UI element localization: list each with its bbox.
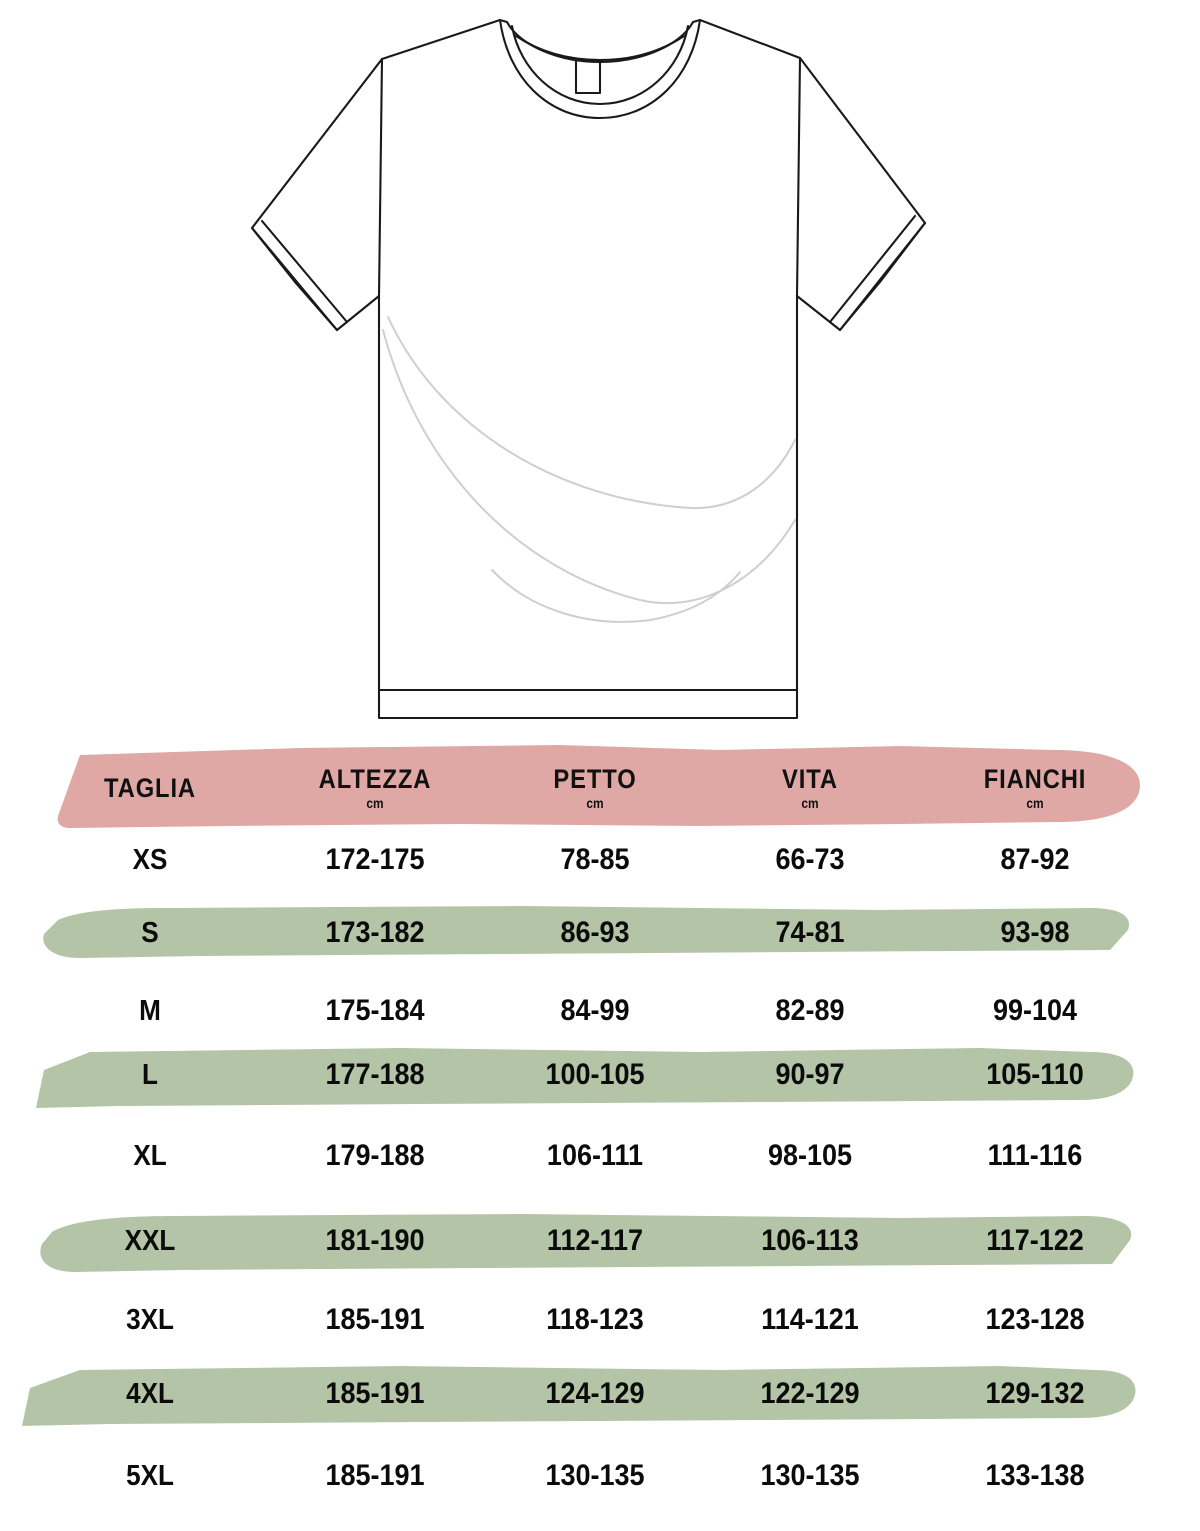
neck-label-tag: [574, 58, 602, 95]
cell-vita: 66-73: [775, 843, 845, 876]
cell-fianchi: 129-132: [985, 1377, 1085, 1410]
cell-fianchi: 111-116: [987, 1139, 1083, 1172]
column-header-altezza: ALTEZZA cm: [318, 763, 432, 811]
tshirt-illustration: [0, 0, 1200, 740]
cell-altezza: 181-190: [325, 1224, 425, 1257]
cell-fianchi: 105-110: [986, 1058, 1084, 1091]
right-sleeve-cuff-inner: [828, 214, 917, 324]
cell-altezza: 185-191: [325, 1303, 425, 1336]
cell-altezza: 173-182: [325, 916, 425, 949]
cell-petto: 100-105: [545, 1058, 645, 1091]
cell-petto: 124-129: [545, 1377, 645, 1410]
cell-taglia: XS: [132, 844, 168, 876]
cell-altezza: 175-184: [325, 994, 425, 1027]
cell-vita: 122-129: [760, 1377, 860, 1410]
left-sleeve-cuff-inner: [260, 219, 349, 324]
size-chart-table: TAGLIA ALTEZZA cm PETTO cm VITA cm FIANC…: [0, 740, 1200, 1531]
cell-altezza: 185-191: [325, 1459, 425, 1492]
cell-taglia: M: [139, 995, 161, 1027]
table-row[interactable]: 3XL 185-191 118-123 114-121 123-128: [0, 1290, 1200, 1350]
cell-altezza: 177-188: [325, 1058, 425, 1091]
cell-petto: 112-117: [546, 1224, 644, 1257]
table-header-row: TAGLIA ALTEZZA cm PETTO cm VITA cm FIANC…: [0, 740, 1200, 835]
left-armhole-seam: [377, 57, 384, 298]
table-row[interactable]: XS 172-175 78-85 66-73 87-92: [0, 830, 1200, 890]
cell-vita: 114-121: [761, 1303, 859, 1336]
cell-altezza: 172-175: [325, 843, 425, 876]
fold-line-upper: [387, 316, 796, 510]
right-armhole-seam: [795, 56, 802, 298]
cell-taglia: 5XL: [126, 1460, 174, 1492]
column-header-fianchi: FIANCHI cm: [983, 763, 1087, 811]
cell-altezza: 179-188: [325, 1139, 425, 1172]
table-row[interactable]: S 173-182 86-93 74-81 93-98: [0, 903, 1200, 963]
cell-vita: 74-81: [775, 916, 845, 949]
column-header-petto: PETTO cm: [553, 763, 637, 811]
cell-vita: 98-105: [767, 1139, 853, 1172]
collar-inner: [510, 24, 690, 106]
column-header-vita: VITA cm: [782, 763, 838, 811]
cell-fianchi: 123-128: [985, 1303, 1085, 1336]
cell-vita: 130-135: [760, 1459, 860, 1492]
left-sleeve-cuff: [250, 226, 339, 332]
cell-fianchi: 99-104: [992, 994, 1078, 1027]
table-row[interactable]: 4XL 185-191 124-129 122-129 129-132: [0, 1364, 1200, 1424]
cell-taglia: 4XL: [126, 1378, 174, 1410]
cell-fianchi: 117-122: [986, 1224, 1084, 1257]
cell-petto: 84-99: [560, 994, 630, 1027]
tshirt-outline: [250, 18, 927, 720]
fold-line-middle: [382, 329, 796, 605]
cell-vita: 82-89: [775, 994, 845, 1027]
fold-line-lower: [491, 569, 741, 623]
cell-petto: 118-123: [546, 1303, 644, 1336]
cell-fianchi: 87-92: [1000, 843, 1070, 876]
cell-petto: 106-111: [546, 1139, 644, 1172]
fabric-fold-lines: [382, 316, 796, 623]
column-header-taglia: TAGLIA: [104, 772, 196, 803]
cell-petto: 130-135: [545, 1459, 645, 1492]
cell-altezza: 185-191: [325, 1377, 425, 1410]
cell-vita: 106-113: [761, 1224, 859, 1257]
table-row[interactable]: XL 179-188 106-111 98-105 111-116: [0, 1126, 1200, 1186]
table-row[interactable]: 5XL 185-191 130-135 130-135 133-138: [0, 1446, 1200, 1506]
table-row[interactable]: L 177-188 100-105 90-97 105-110: [0, 1045, 1200, 1105]
cell-taglia: 3XL: [126, 1304, 174, 1336]
cell-petto: 86-93: [560, 916, 630, 949]
table-row[interactable]: XXL 181-190 112-117 106-113 117-122: [0, 1211, 1200, 1271]
cell-taglia: XXL: [124, 1225, 176, 1257]
cell-taglia: S: [141, 917, 159, 949]
cell-vita: 90-97: [775, 1058, 845, 1091]
cell-taglia: L: [142, 1059, 158, 1091]
table-rows: TAGLIA ALTEZZA cm PETTO cm VITA cm FIANC…: [0, 740, 1200, 1531]
tshirt-svg: [250, 18, 927, 720]
table-row[interactable]: M 175-184 84-99 82-89 99-104: [0, 981, 1200, 1041]
cell-taglia: XL: [133, 1140, 167, 1172]
cell-fianchi: 133-138: [985, 1459, 1085, 1492]
right-sleeve-cuff: [838, 221, 927, 332]
cell-petto: 78-85: [560, 843, 630, 876]
collar-outer: [498, 18, 702, 120]
cell-fianchi: 93-98: [1000, 916, 1070, 949]
